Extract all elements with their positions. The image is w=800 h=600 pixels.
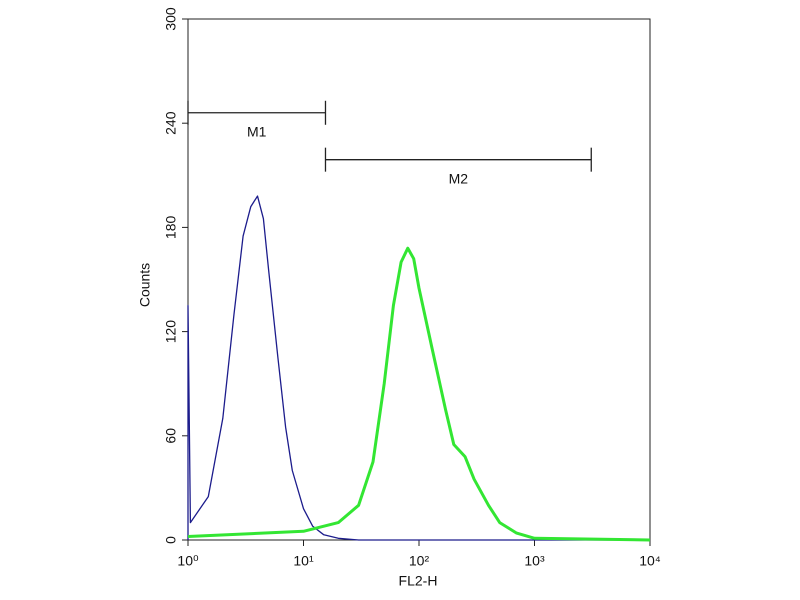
- y-tick-label: 0: [163, 536, 179, 544]
- gate-label: M1: [247, 123, 267, 139]
- x-tick-label: 10⁴: [639, 553, 661, 569]
- y-tick-label: 60: [163, 428, 179, 444]
- series-line: [187, 246, 651, 542]
- series-line: [187, 195, 650, 541]
- x-axis-label: FL2-H: [399, 573, 438, 589]
- y-tick-label: 300: [163, 7, 179, 31]
- y-tick-label: 240: [163, 111, 179, 135]
- x-tick-label: 10²: [409, 553, 430, 569]
- y-axis-label: Counts: [137, 263, 153, 307]
- x-tick-label: 10³: [524, 553, 545, 569]
- x-tick-label: 10⁰: [177, 553, 199, 569]
- y-tick-label: 120: [163, 320, 179, 344]
- y-tick-label: 180: [163, 216, 179, 240]
- plot-frame: [187, 18, 651, 541]
- gate-label: M2: [449, 170, 469, 186]
- x-tick-label: 10¹: [293, 553, 314, 569]
